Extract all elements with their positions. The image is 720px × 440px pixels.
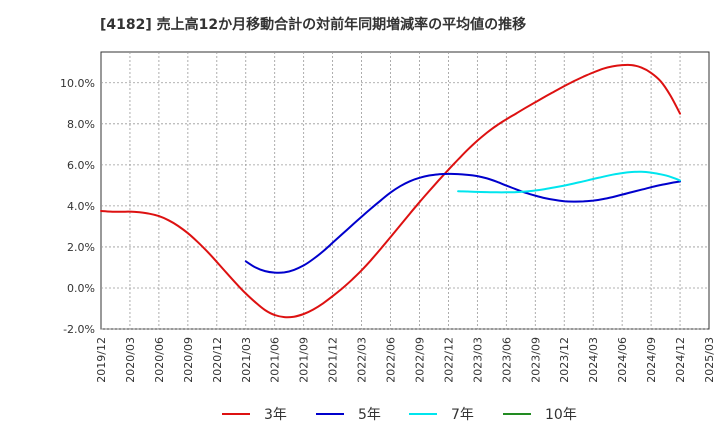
x-tick-label: 2024/06 bbox=[616, 337, 629, 383]
legend-label-2: 7年 bbox=[451, 407, 474, 423]
x-tick-label: 2020/09 bbox=[182, 337, 195, 383]
x-tick-label: 2021/06 bbox=[269, 337, 282, 383]
axis-layer: 2019/12 2020/03 2020/06 2020/09 2020/12 2021/… bbox=[60, 77, 716, 383]
chart-title: [4182] 売上高12か月移動合計の対前年同期増減率の平均値の推移 bbox=[100, 17, 527, 33]
plot-area bbox=[100, 51, 710, 330]
x-tick-label: 2025/03 bbox=[703, 337, 716, 383]
y-tick-label: 2.0% bbox=[67, 241, 95, 254]
y-tick-label: 4.0% bbox=[67, 200, 95, 213]
y-tick-label: 0.0% bbox=[67, 282, 95, 295]
x-tick-label: 2021/03 bbox=[240, 337, 253, 383]
x-tick-label: 2024/12 bbox=[674, 337, 687, 383]
x-tick-label: 2024/03 bbox=[587, 337, 600, 383]
x-tick-label: 2021/09 bbox=[298, 337, 311, 383]
series-line-0 bbox=[100, 63, 681, 319]
y-tick-label: -2.0% bbox=[63, 323, 95, 336]
legend-label-0: 3年 bbox=[264, 407, 287, 423]
x-tick-label: 2022/03 bbox=[356, 337, 369, 383]
legend: 3年 5年 7年 10年 bbox=[222, 407, 577, 423]
x-tick-label: 2023/09 bbox=[529, 337, 542, 383]
y-tick-label: 10.0% bbox=[60, 77, 95, 90]
x-tick-label: 2022/09 bbox=[413, 337, 426, 383]
grid-layer bbox=[100, 51, 710, 330]
x-tick-label: 2023/06 bbox=[500, 337, 513, 383]
x-tick-label: 2020/12 bbox=[211, 337, 224, 383]
y-tick-label: 8.0% bbox=[67, 118, 95, 131]
x-tick-label: 2022/12 bbox=[442, 337, 455, 383]
x-tick-label: 2021/12 bbox=[327, 337, 340, 383]
x-tick-label: 2023/03 bbox=[471, 337, 484, 383]
series-line-1 bbox=[244, 172, 681, 274]
x-tick-label: 2020/06 bbox=[153, 337, 166, 383]
series-layer bbox=[100, 63, 681, 319]
x-tick-label: 2022/06 bbox=[385, 337, 398, 383]
x-tick-label: 2023/12 bbox=[558, 337, 571, 383]
legend-label-3: 10年 bbox=[545, 407, 577, 423]
x-tick-label: 2019/12 bbox=[95, 337, 108, 383]
legend-label-1: 5年 bbox=[358, 407, 381, 423]
x-tick-label: 2024/09 bbox=[645, 337, 658, 383]
series-line-2 bbox=[457, 170, 681, 194]
y-tick-label: 6.0% bbox=[67, 159, 95, 172]
x-tick-label: 2020/03 bbox=[124, 337, 137, 383]
